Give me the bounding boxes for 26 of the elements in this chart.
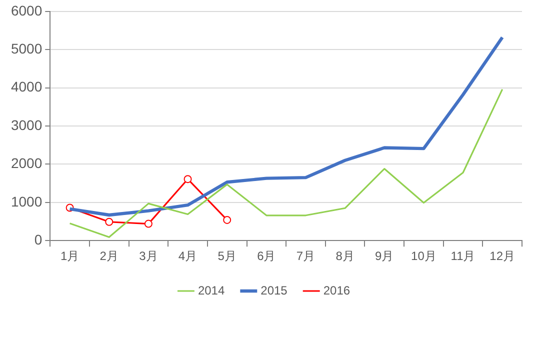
y-tick-label: 4000 bbox=[10, 78, 42, 95]
point bbox=[105, 218, 114, 226]
x-tick-label: 8月 bbox=[336, 249, 354, 264]
x-tick-label: 5月 bbox=[218, 249, 236, 264]
x-tick-label: 12月 bbox=[490, 249, 516, 264]
y-tick-label: 3000 bbox=[10, 116, 42, 133]
legend-label: 2016 bbox=[323, 283, 350, 298]
y-tick-label: 5000 bbox=[10, 40, 42, 56]
x-tick-label: 4月 bbox=[178, 249, 198, 264]
point bbox=[223, 216, 232, 224]
point bbox=[144, 220, 152, 228]
legend-label: 2014 bbox=[198, 283, 225, 298]
y-tick-label: 6000 bbox=[10, 2, 42, 18]
y-tick-label: 0 bbox=[34, 231, 42, 248]
x-tick-label: 6月 bbox=[257, 249, 276, 264]
legend-label: 2015 bbox=[260, 283, 288, 298]
x-tick-label: 10月 bbox=[411, 249, 436, 264]
x-tick-label: 3月 bbox=[139, 249, 158, 264]
x-tick-label: 9月 bbox=[375, 249, 394, 264]
x-tick-label: 1月 bbox=[60, 249, 80, 264]
point bbox=[184, 175, 192, 184]
x-tick-label: 7月 bbox=[296, 249, 316, 264]
x-tick-label: 11月 bbox=[450, 249, 476, 264]
y-tick-label: 1000 bbox=[10, 193, 42, 210]
x-tick-label: 2月 bbox=[100, 249, 118, 264]
y-tick-label: 2000 bbox=[10, 155, 42, 172]
